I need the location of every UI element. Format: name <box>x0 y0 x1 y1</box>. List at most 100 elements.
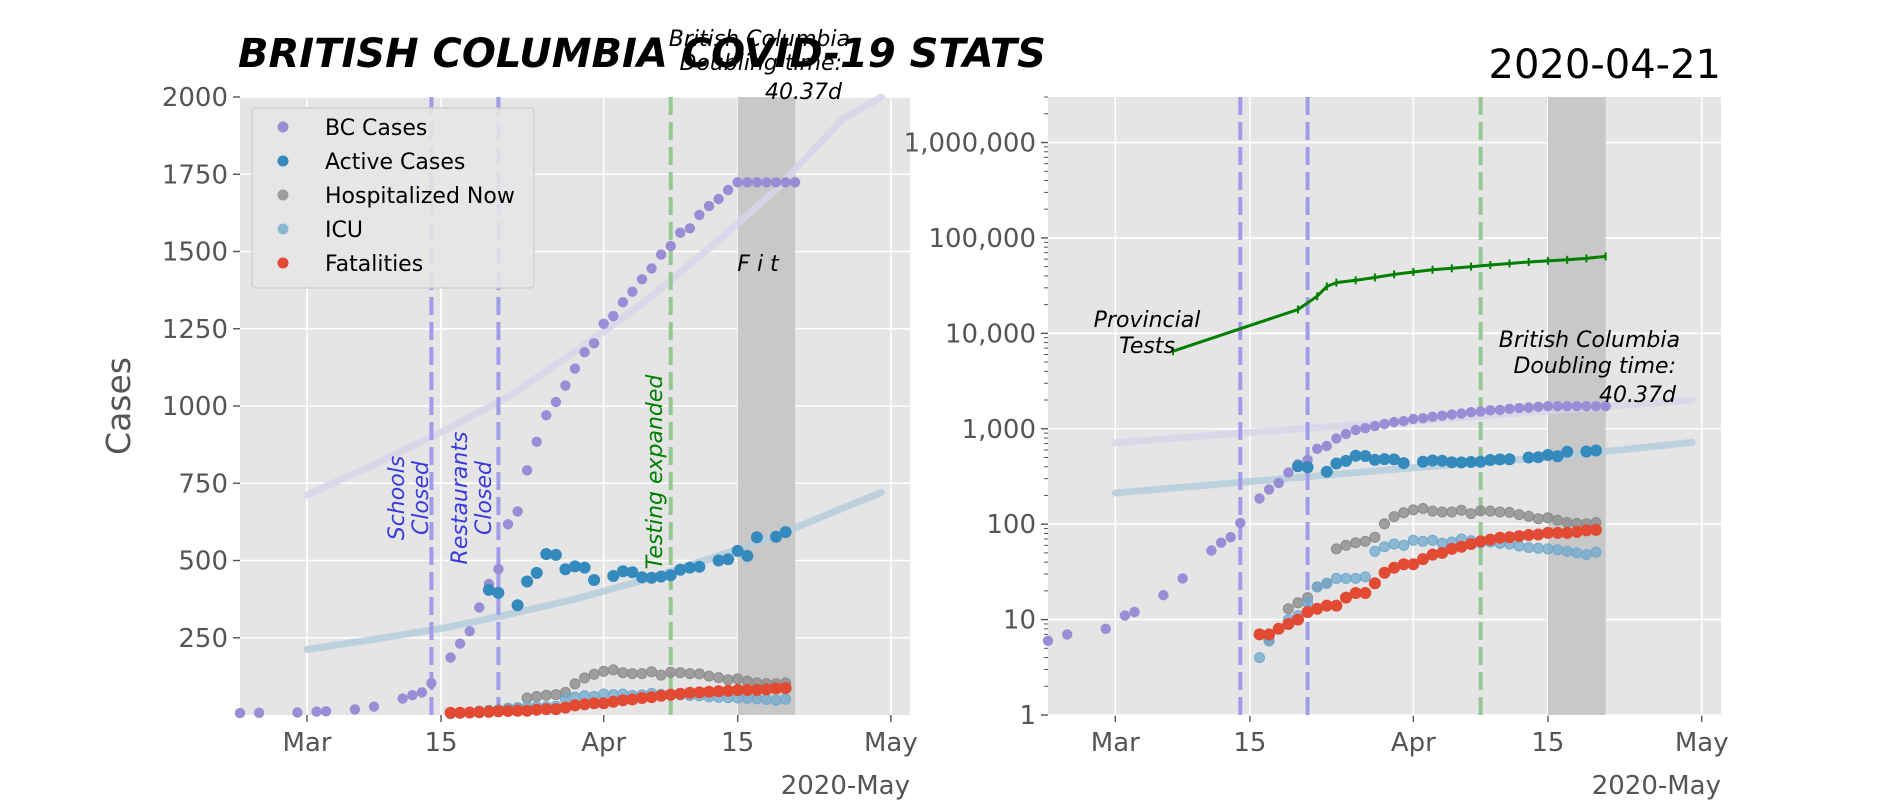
bc_cases-point <box>311 706 322 717</box>
active-point <box>645 571 658 584</box>
fatalities-point <box>1426 548 1439 561</box>
bc_cases-point <box>722 184 734 196</box>
fatalities-point <box>540 703 553 716</box>
vline-label-schools: SchoolsClosed <box>385 456 434 541</box>
bc_cases-point <box>416 687 428 698</box>
fatalities-point <box>511 704 524 717</box>
fatalities-point <box>463 706 476 719</box>
active-point <box>1541 449 1554 461</box>
bc_cases-point <box>1263 484 1275 495</box>
bc_cases-point <box>1590 401 1602 412</box>
active-point <box>1580 445 1593 458</box>
hospitalized-point <box>684 668 696 680</box>
fatalities-point <box>454 706 467 719</box>
legend-label: BC Cases <box>325 116 427 141</box>
bc_cases-point <box>253 707 265 718</box>
legend-box <box>251 107 535 289</box>
vline-label-testing: Testing expanded <box>643 374 668 570</box>
hospitalized-point <box>636 668 648 680</box>
active-point <box>1465 456 1477 468</box>
y-tick-label: 1,000,000 <box>904 129 1036 159</box>
x-tick-label: Apr <box>1391 728 1436 758</box>
icu-point <box>780 693 792 705</box>
hospitalized-point <box>1484 505 1496 517</box>
fatalities-point <box>1388 561 1401 574</box>
bc_cases-point <box>1427 411 1438 422</box>
hospitalized-point <box>732 673 744 685</box>
right-doubling-annotation: British Columbia Doubling time: 40.37d <box>1499 328 1680 408</box>
hospitalized-point <box>665 666 677 678</box>
active-point <box>482 583 495 596</box>
active-point <box>1320 465 1333 478</box>
active-point <box>1551 450 1564 463</box>
active-point <box>712 554 725 567</box>
bc_cases-point <box>1206 545 1217 556</box>
icu-point <box>1513 540 1525 552</box>
active-point <box>559 563 572 576</box>
bc_cases-point <box>1494 404 1506 416</box>
hospitalized-point <box>1475 505 1487 517</box>
fatalities-point <box>1474 535 1487 548</box>
x-tick-label: May <box>864 728 918 758</box>
bc_cases-point <box>780 177 791 188</box>
fatalities-point <box>1397 558 1410 571</box>
icu-point <box>1398 539 1410 551</box>
bc_cases-point <box>1398 415 1409 427</box>
right-x-offset-label: 2020-May <box>1592 771 1721 800</box>
active-point <box>1436 454 1449 467</box>
bc_cases-point <box>1158 590 1169 601</box>
fatalities-point <box>1445 542 1458 555</box>
active-point <box>683 561 696 574</box>
bc_cases-point <box>1100 623 1111 634</box>
x-tick-label: 15 <box>721 728 754 758</box>
active-point <box>1340 454 1352 467</box>
fatalities-point <box>1292 613 1304 626</box>
fatalities-point <box>1532 528 1545 541</box>
active-point <box>664 569 677 582</box>
active-point <box>607 570 620 582</box>
legend-marker <box>277 121 289 133</box>
y-tick-label: 10 <box>1003 606 1036 636</box>
fatalities-point <box>578 698 591 711</box>
y-tick-label: 1 <box>1019 701 1036 731</box>
icu-point <box>1571 547 1583 559</box>
bc_cases-point <box>598 318 609 329</box>
active-point <box>578 561 591 574</box>
bc_cases-point <box>1408 413 1419 425</box>
active-point <box>530 566 543 579</box>
fatalities-point <box>1272 622 1285 635</box>
hospitalized-point <box>579 672 591 684</box>
bc_cases-point <box>1600 401 1611 412</box>
hospitalized-point <box>1561 517 1573 528</box>
bc_cases-point <box>617 297 629 308</box>
hospitalized-point <box>1504 506 1515 518</box>
bc_cases-point <box>1340 428 1352 440</box>
legend-label: Fatalities <box>325 252 423 277</box>
bc_cases-point <box>742 177 753 188</box>
icu-point <box>1532 542 1544 554</box>
fatalities-point <box>1541 526 1554 539</box>
fatalities-point <box>741 684 754 696</box>
hospitalized-point <box>722 674 734 686</box>
active-point <box>588 574 601 586</box>
icu-point <box>1340 572 1352 584</box>
right-minor-ticks <box>1044 96 1048 687</box>
icu-point <box>1427 534 1439 546</box>
y-tick-label: 1000 <box>162 392 228 422</box>
bc_cases-point <box>1379 418 1390 430</box>
fatalities-point <box>1368 577 1381 590</box>
active-point <box>1349 449 1362 462</box>
fatalities-point <box>664 688 677 701</box>
fatalities-point <box>750 684 763 696</box>
fatalities-point <box>1522 529 1535 541</box>
bc_cases-point <box>665 240 676 252</box>
icu-point <box>1311 581 1323 593</box>
x-tick-label: 15 <box>1233 728 1266 758</box>
fatalities-point <box>616 694 629 707</box>
active-point <box>1388 453 1401 466</box>
active-point <box>1417 455 1429 468</box>
hospitalized-point <box>1369 531 1381 543</box>
bc_cases-point <box>1485 405 1496 416</box>
y-tick-label: 100 <box>986 510 1036 540</box>
icu-point <box>1379 541 1390 553</box>
